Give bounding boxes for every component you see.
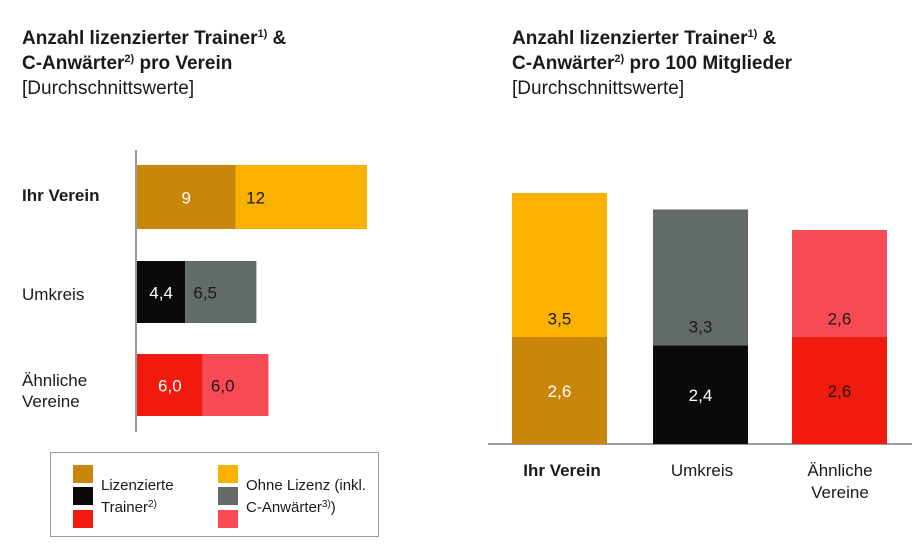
right-bar-label-2-1: 2,6 <box>828 310 852 329</box>
legend-swatch-unlicensed-yellow <box>218 465 238 483</box>
legend-unlicensed-line2: C-Anwärter <box>246 499 322 516</box>
left-bar-label-0-1: 12 <box>246 189 265 208</box>
right-category-label-line2: Vereine <box>811 483 869 502</box>
right-title-tail: pro 100 Mitglieder <box>624 53 793 74</box>
legend-unlicensed-line1: Ohne Lizenz (inkl. <box>246 477 367 494</box>
left-chart-subtitle: [Durchschnittswerte] <box>22 78 195 99</box>
left-bar-1-1 <box>185 261 257 323</box>
right-bar-label-0-1: 3,5 <box>548 310 572 329</box>
left-title-tail: pro Verein <box>134 53 233 74</box>
legend-unlicensed-footnote: 3) <box>321 499 331 510</box>
left-title-line2: C-Anwärter <box>22 53 125 74</box>
legend-swatch-licensed-red <box>73 510 93 528</box>
left-title-footnote-2: 2) <box>124 53 135 65</box>
left-bar-label-0-0: 9 <box>182 189 191 208</box>
right-bar-1-0 <box>653 345 748 444</box>
left-bar-0-1 <box>235 165 367 229</box>
right-category-label-umkreis: Umkreis <box>670 461 734 480</box>
right-bar-0-0 <box>512 337 607 444</box>
left-title-line1: Anzahl lizenzierter Trainer <box>22 28 258 49</box>
legend: Lizenzierte Trainer2) Ohne Lizenz (inkl.… <box>50 452 379 537</box>
left-title-footnote-1: 1) <box>257 28 268 40</box>
left-bar-1-0 <box>137 261 186 323</box>
left-bar-2-0 <box>137 354 203 416</box>
right-chart-title: Anzahl lizenzierter Trainer1) & C-Anwärt… <box>512 26 792 101</box>
left-title-ampersand: & <box>267 28 287 49</box>
right-title-footnote-2: 2) <box>614 53 625 65</box>
left-bar-label-1-0: 4,4 <box>149 284 173 303</box>
right-bar-2-0 <box>792 337 887 444</box>
legend-unlicensed-tail: ) <box>330 499 336 516</box>
legend-label-licensed: Lizenzierte Trainer2) <box>101 475 174 519</box>
right-title-line1: Anzahl lizenzierter Trainer <box>512 28 748 49</box>
legend-swatch-licensed-gold <box>73 465 93 483</box>
left-bar-label-2-0: 6,0 <box>158 377 182 396</box>
right-bar-label-1-1: 3,3 <box>689 318 713 337</box>
legend-licensed-footnote: 2) <box>147 499 157 510</box>
right-category-label-ihr-verein: Ihr Verein <box>523 461 601 480</box>
right-bar-0-1 <box>512 193 607 338</box>
left-bar-0-0 <box>137 165 236 229</box>
left-category-label-line1: Ähnliche <box>22 371 88 390</box>
right-category-label-line1: Ähnliche <box>807 461 873 480</box>
legend-label-unlicensed: Ohne Lizenz (inkl. C-Anwärter3)) <box>246 475 366 519</box>
right-title-footnote-1: 1) <box>747 28 758 40</box>
right-bar-label-2-0: 2,6 <box>828 382 852 401</box>
right-bar-label-1-0: 2,4 <box>689 386 713 405</box>
right-category-label-aehnliche-vereine: Ähnliche Vereine <box>770 460 910 504</box>
right-chart-subtitle: [Durchschnittswerte] <box>512 78 685 99</box>
left-chart-title: Anzahl lizenzierter Trainer1) & C-Anwärt… <box>22 26 286 101</box>
legend-licensed-line2: Trainer <box>101 499 148 516</box>
right-bar-1-1 <box>653 209 748 346</box>
left-category-label-line2: Vereine <box>22 392 80 411</box>
right-title-ampersand: & <box>757 28 777 49</box>
legend-swatch-licensed-black <box>73 487 93 505</box>
right-title-line2: C-Anwärter <box>512 53 615 74</box>
legend-licensed-line1: Lizenzierte <box>101 477 174 494</box>
left-bar-label-2-1: 6,0 <box>211 377 235 396</box>
right-bar-label-0-0: 2,6 <box>548 382 572 401</box>
left-bar-2-1 <box>202 354 269 416</box>
left-category-label-ihr-verein: Ihr Verein <box>22 186 100 205</box>
legend-swatch-unlicensed-pink <box>218 510 238 528</box>
left-category-label-umkreis: Umkreis <box>22 285 85 304</box>
right-bar-2-1 <box>792 230 887 338</box>
left-category-label-aehnliche-vereine: Ähnliche Vereine <box>22 370 87 412</box>
legend-swatch-unlicensed-grey <box>218 487 238 505</box>
left-bar-label-1-1: 6,5 <box>193 284 217 303</box>
